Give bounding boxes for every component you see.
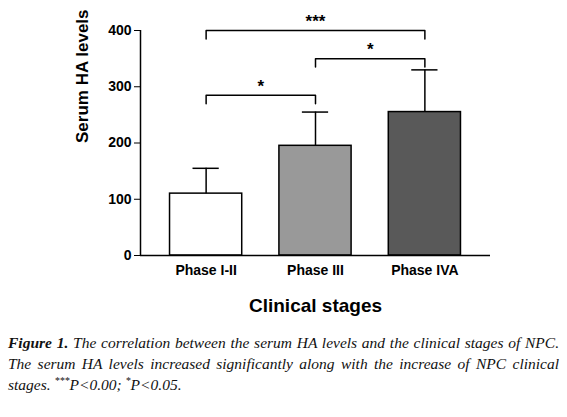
svg-text:100: 100 xyxy=(108,191,132,207)
svg-text:400: 400 xyxy=(108,22,132,38)
svg-text:*: * xyxy=(258,77,265,96)
svg-text:Clinical stages: Clinical stages xyxy=(249,295,382,316)
svg-text:Serum HA levels: Serum HA levels xyxy=(73,9,92,143)
svg-text:200: 200 xyxy=(108,134,132,150)
svg-text:*: * xyxy=(367,40,374,59)
svg-text:***: *** xyxy=(306,12,326,31)
svg-text:Phase I-II: Phase I-II xyxy=(175,262,236,278)
svg-text:Phase IVA: Phase IVA xyxy=(391,262,458,278)
html-text:Figure 1. The correlation betw: Figure 1. The correlation between the se… xyxy=(8,334,559,393)
svg-text:0: 0 xyxy=(124,247,132,263)
svg-text:Phase III: Phase III xyxy=(287,262,344,278)
svg-text:300: 300 xyxy=(108,78,132,94)
